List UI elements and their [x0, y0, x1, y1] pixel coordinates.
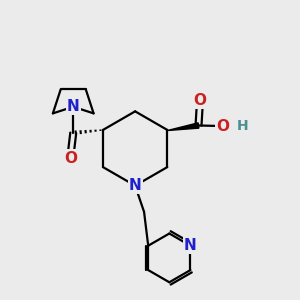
Text: O: O	[194, 93, 206, 108]
Text: N: N	[67, 99, 80, 114]
Text: N: N	[184, 238, 197, 253]
Polygon shape	[167, 123, 199, 130]
Text: H: H	[236, 119, 248, 133]
Text: O: O	[64, 151, 77, 166]
Text: O: O	[216, 118, 230, 134]
Text: N: N	[67, 99, 80, 114]
Text: N: N	[129, 178, 142, 193]
